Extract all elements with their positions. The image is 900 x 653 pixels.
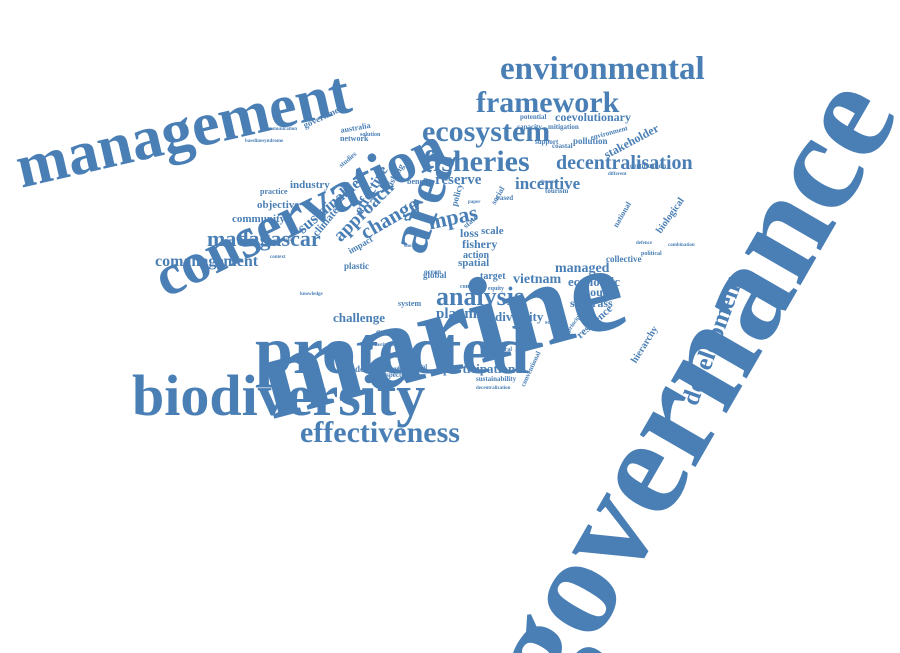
word-dynamic: dynamic: [540, 180, 559, 185]
word-political: political: [641, 251, 662, 257]
word-support: support: [535, 138, 559, 146]
word-different: different: [608, 172, 627, 177]
word-challenge: challenge: [333, 310, 385, 325]
word-reserve: reserve: [435, 172, 482, 188]
word-conflict: conflict: [460, 284, 479, 290]
word-communication: communication: [264, 127, 298, 132]
word-spatial: spatial: [458, 257, 490, 269]
word-participation: participation: [443, 361, 516, 376]
word-paper: paper: [468, 200, 481, 205]
word-ocean: ocean: [424, 268, 442, 276]
word-based: based: [496, 194, 514, 202]
word-catch: catch: [283, 238, 295, 243]
word-solution: solution: [360, 132, 381, 138]
word-science: science: [545, 320, 563, 326]
word-global: global: [423, 270, 447, 280]
word-framework: framework: [476, 86, 620, 119]
word-fishery: fishery: [462, 237, 498, 251]
word-national: national: [611, 200, 633, 229]
word-ecosystem: ecosystem: [422, 115, 551, 148]
word-objective: objective: [257, 199, 300, 211]
word-pollution: pollution: [573, 136, 608, 146]
word-context: context: [270, 255, 286, 260]
word-loss: loss: [460, 226, 479, 240]
word-seagrass: seagrass: [570, 296, 613, 310]
word-growth: growth: [376, 327, 404, 337]
word-network: network: [340, 134, 369, 143]
word-decentralization: decentralization: [476, 386, 511, 391]
word-biodiversity: biodiversity: [132, 363, 426, 428]
word-community: community: [232, 213, 286, 225]
word-mitigation: mitigation: [548, 123, 579, 131]
word-designation: designation: [355, 364, 400, 374]
word-fisheries: fisheries: [423, 145, 530, 178]
word-knowledge: knowledge: [300, 292, 323, 297]
word-economic: economic: [568, 274, 620, 289]
word-target: target: [480, 271, 506, 282]
word-practice: practice: [260, 187, 288, 196]
word-institution: institution: [375, 343, 397, 348]
word-madagascar: madagascar: [207, 226, 321, 251]
word-comanagement: comanagement: [155, 253, 259, 270]
word-analysis: analysis: [436, 282, 525, 311]
word-scale: scale: [481, 225, 504, 237]
word-resource: resource: [575, 285, 619, 299]
word-benefit: benefit: [407, 177, 431, 186]
word-protected: protected: [255, 312, 530, 388]
word-certification: certification: [630, 162, 667, 170]
word-environmental: environmental: [500, 51, 705, 87]
word-equity: equity: [488, 286, 505, 292]
word-biological: biological: [654, 195, 687, 236]
word-stock: stock: [404, 244, 416, 249]
word-defence: defence: [636, 241, 653, 246]
word-incentive: incentive: [515, 174, 581, 193]
word-vietnam: vietnam: [513, 272, 562, 287]
word-managed: managed: [555, 261, 610, 276]
word-action: action: [463, 250, 490, 261]
word-diversity: diversity: [495, 309, 544, 324]
word-industry: industry: [290, 179, 330, 191]
word-sustainability: sustainability: [476, 375, 517, 383]
word-effectiveness: effectiveness: [300, 416, 460, 449]
word-potential: potential: [520, 113, 547, 121]
word-coastal: coastal: [552, 142, 573, 150]
word-combination: combination: [668, 243, 695, 248]
word-baselinesyndrome: baselinesyndrome: [245, 139, 284, 144]
word-capacity: capacity: [517, 123, 542, 131]
word-planning: planning: [436, 306, 493, 322]
word-coevolutionary: coevolutionary: [555, 110, 631, 124]
word-collective: collective: [606, 254, 642, 264]
word-plastic: plastic: [344, 261, 370, 271]
word-perspective: perspective: [376, 371, 410, 379]
word-decentralisation: decentralisation: [556, 152, 693, 174]
word-tourism: tourism: [545, 187, 569, 195]
word-natural: natural: [493, 347, 513, 353]
word-ecological: ecological: [398, 363, 428, 371]
word-system: system: [398, 299, 422, 308]
